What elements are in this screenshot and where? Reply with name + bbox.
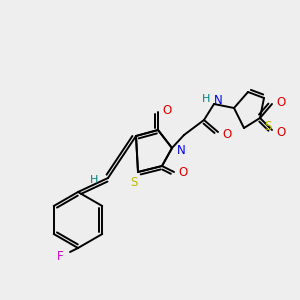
Text: S: S xyxy=(130,176,138,188)
Text: H: H xyxy=(90,175,98,185)
Text: N: N xyxy=(214,94,222,106)
Text: O: O xyxy=(178,167,188,179)
Text: O: O xyxy=(276,95,286,109)
Text: N: N xyxy=(177,143,185,157)
Text: F: F xyxy=(57,250,63,262)
Text: O: O xyxy=(162,103,172,116)
Text: O: O xyxy=(276,125,286,139)
Text: H: H xyxy=(202,94,210,104)
Text: O: O xyxy=(222,128,232,140)
Text: S: S xyxy=(264,119,272,133)
